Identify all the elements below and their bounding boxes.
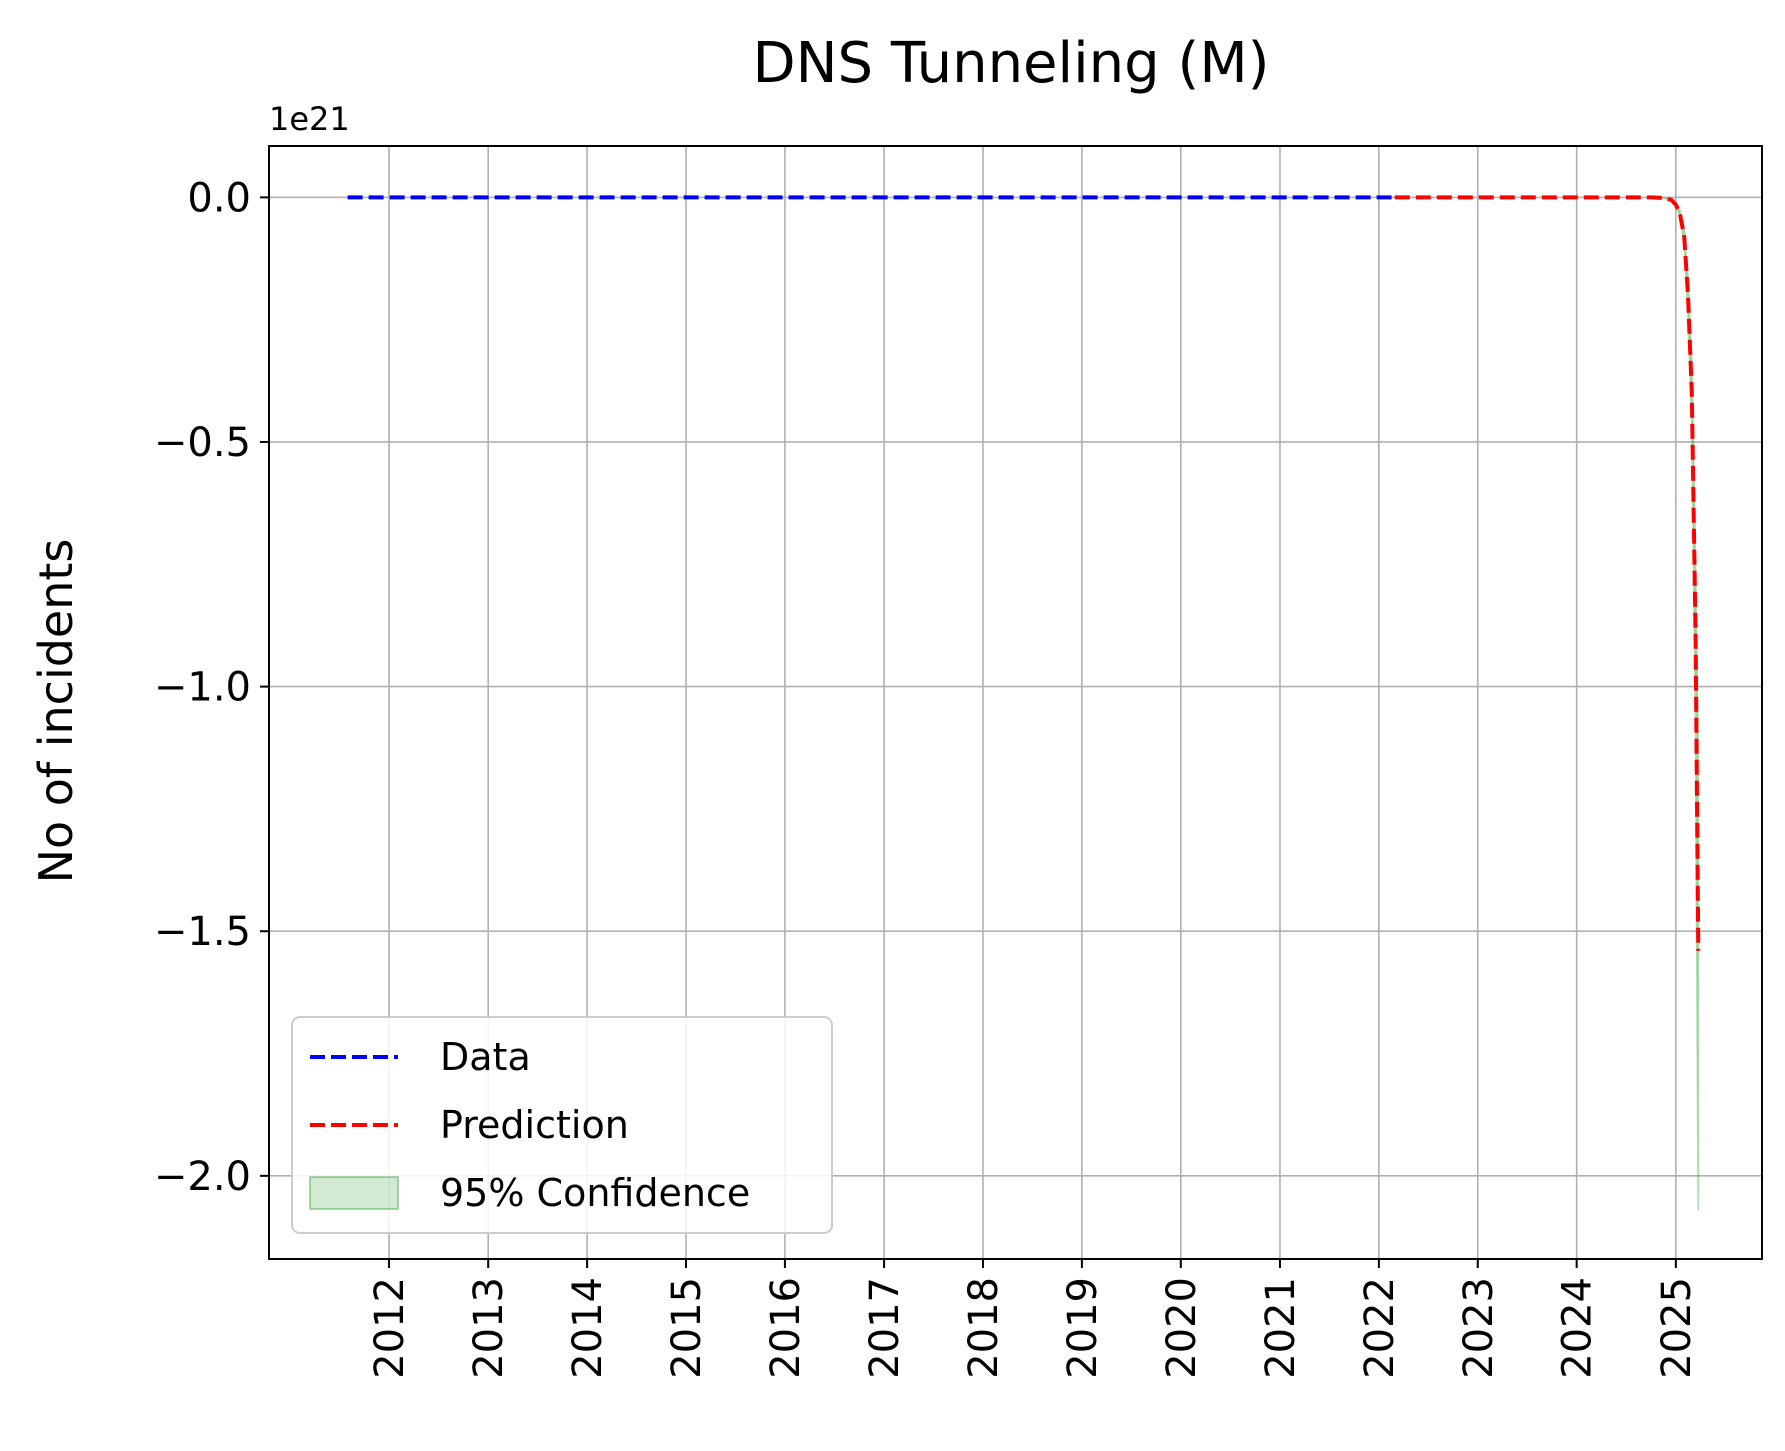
series-line-prediction (1394, 195, 1701, 951)
x-tick-label: 2015 (664, 1277, 710, 1379)
x-tick-label: 2018 (961, 1277, 1007, 1379)
legend-label-prediction: Prediction (440, 1103, 629, 1147)
legend: Data Prediction 95% Confidence (291, 1016, 833, 1234)
x-tick-label: 2012 (367, 1277, 413, 1379)
x-tick-label: 2016 (763, 1277, 809, 1379)
x-tick-label: 2025 (1654, 1277, 1700, 1379)
legend-box (291, 1016, 833, 1234)
x-tick-label: 2021 (1258, 1277, 1304, 1379)
x-tick-label: 2014 (565, 1277, 611, 1379)
x-tick-label: 2013 (466, 1277, 512, 1379)
y-offset-label: 1e21 (269, 100, 350, 138)
plot-frame (268, 145, 1763, 1260)
y-axis-label: No of incidents (29, 539, 83, 884)
y-axis: 0.0 −0.5 −1.0 −1.5 −2.0 (154, 175, 269, 1200)
x-tick-label: 2020 (1159, 1277, 1205, 1379)
x-tick-label: 2017 (862, 1277, 908, 1379)
x-tick-label: 2024 (1555, 1277, 1601, 1379)
chart-title: DNS Tunneling (M) (753, 31, 1270, 96)
y-tick-label: −0.5 (154, 420, 251, 466)
series-lines (347, 195, 1701, 951)
x-tick-label: 2022 (1357, 1277, 1403, 1379)
x-tick-label: 2023 (1456, 1277, 1502, 1379)
legend-label-95-confidence: 95% Confidence (440, 1171, 750, 1215)
grid (269, 146, 1762, 1259)
y-tick-label: −1.5 (154, 909, 251, 955)
legend-label-data: Data (440, 1035, 531, 1079)
legend-swatch-95-confidence (309, 1176, 399, 1210)
y-tick-label: −1.0 (154, 665, 251, 711)
x-axis: 2012 2013 2014 2015 2016 2017 2018 2019 2020 2021… (367, 1259, 1700, 1379)
y-tick-label: 0.0 (187, 175, 251, 221)
y-tick-label: −2.0 (154, 1154, 251, 1200)
x-tick-label: 2019 (1060, 1277, 1106, 1379)
